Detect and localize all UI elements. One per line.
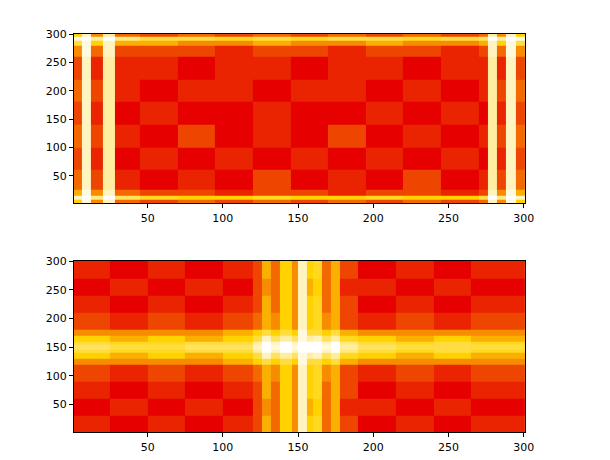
- svg-text:100: 100: [212, 212, 233, 225]
- svg-text:300: 300: [513, 212, 534, 225]
- svg-text:200: 200: [46, 312, 67, 325]
- svg-text:100: 100: [46, 370, 67, 383]
- svg-text:100: 100: [212, 441, 233, 454]
- svg-text:200: 200: [363, 441, 384, 454]
- svg-text:50: 50: [53, 398, 67, 411]
- svg-text:50: 50: [141, 441, 155, 454]
- svg-text:250: 250: [46, 56, 67, 69]
- svg-text:100: 100: [46, 141, 67, 154]
- svg-text:300: 300: [46, 255, 67, 268]
- svg-text:50: 50: [53, 170, 67, 183]
- svg-text:200: 200: [363, 212, 384, 225]
- svg-text:250: 250: [438, 212, 459, 225]
- svg-text:200: 200: [46, 85, 67, 98]
- svg-text:300: 300: [513, 441, 534, 454]
- svg-text:250: 250: [438, 441, 459, 454]
- svg-text:150: 150: [46, 113, 67, 126]
- svg-text:150: 150: [288, 441, 309, 454]
- svg-text:50: 50: [141, 212, 155, 225]
- svg-text:300: 300: [46, 28, 67, 41]
- svg-text:250: 250: [46, 284, 67, 297]
- svg-text:150: 150: [288, 212, 309, 225]
- svg-text:150: 150: [46, 341, 67, 354]
